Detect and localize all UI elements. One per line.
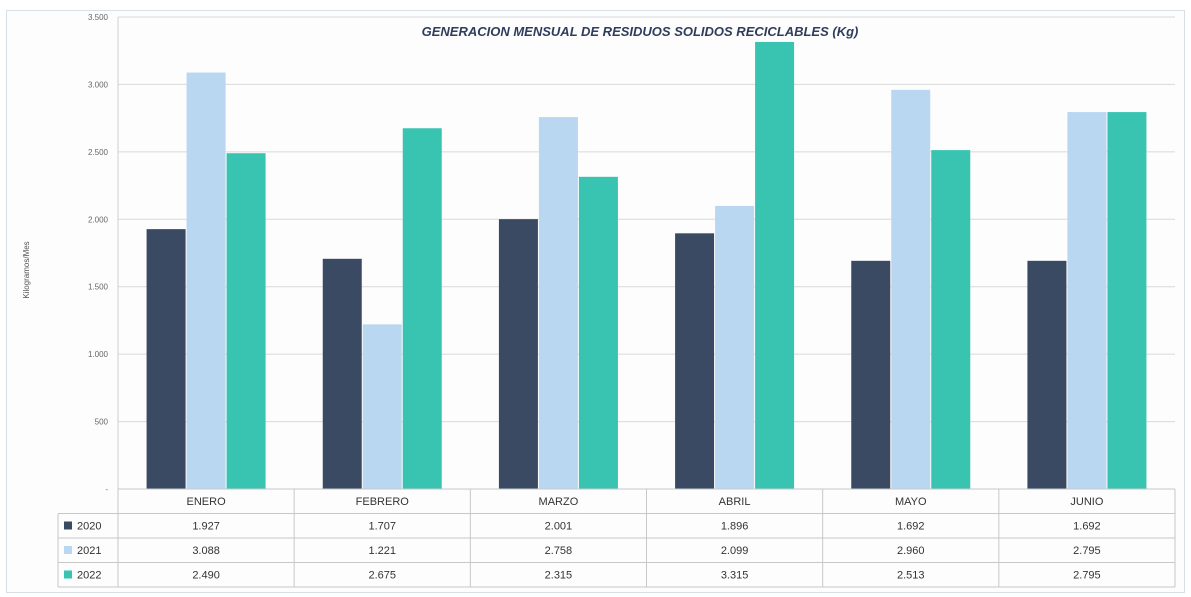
- legend-label: 2021: [77, 545, 101, 557]
- bar-2020-marzo: [498, 219, 538, 489]
- legend-swatch-2021: [64, 546, 72, 554]
- bar-2022-junio: [1107, 112, 1147, 490]
- legend-swatch-2022: [64, 570, 72, 579]
- x-tick-label: FEBRERO: [356, 496, 410, 508]
- y-axis-label: Kilogramos/Mes: [22, 241, 31, 298]
- data-label: 2.675: [368, 570, 396, 582]
- bar-2022-febrero: [402, 128, 442, 489]
- x-tick-label: MAYO: [895, 496, 927, 508]
- data-label: 2.099: [721, 545, 749, 557]
- data-label: 1.692: [1073, 521, 1101, 533]
- bar-2021-junio: [1067, 112, 1107, 490]
- x-tick-label: JUNIO: [1070, 496, 1103, 508]
- y-tick-label: -: [105, 485, 108, 494]
- bar-2020-junio: [1027, 260, 1067, 489]
- bar-2021-abril: [715, 205, 755, 489]
- bar-2022-mayo: [931, 150, 971, 489]
- bar-2020-enero: [146, 229, 186, 489]
- bar-2021-enero: [186, 72, 226, 489]
- bar-2021-febrero: [362, 324, 402, 489]
- bar-2020-abril: [675, 233, 715, 489]
- y-tick-label: 3.500: [88, 13, 109, 22]
- data-table: ENERO FEBRERO MARZO ABRIL MAYO JUNIO 2020 1.927…: [57, 488, 1176, 588]
- bars: [146, 41, 1147, 490]
- y-tick-label: 2.500: [88, 148, 109, 157]
- x-tick-label: ENERO: [187, 496, 227, 508]
- y-axis-ticks: - 500 1.000 1.500 2.000 2.500 3.000 3.500: [88, 13, 109, 494]
- y-tick-label: 1.500: [88, 283, 109, 292]
- data-label: 3.088: [192, 545, 220, 557]
- chart-title: GENERACION MENSUAL DE RESIDUOS SOLIDOS R…: [422, 24, 859, 39]
- data-label: 2.795: [1073, 570, 1101, 582]
- grid-lines: [117, 16, 1175, 490]
- data-label: 1.692: [897, 521, 925, 533]
- data-label: 2.960: [897, 545, 925, 557]
- data-label: 2.315: [545, 570, 573, 582]
- legend-label: 2022: [77, 570, 101, 582]
- data-label: 2.513: [897, 570, 925, 582]
- data-label: 1.221: [368, 545, 396, 557]
- bar-2020-mayo: [851, 260, 891, 489]
- data-label: 1.896: [721, 521, 749, 533]
- x-tick-label: MARZO: [539, 496, 579, 508]
- data-label: 2.758: [545, 545, 573, 557]
- x-tick-label: ABRIL: [719, 496, 751, 508]
- bar-2022-marzo: [578, 176, 618, 489]
- y-tick-label: 3.000: [88, 80, 109, 89]
- data-label: 2.795: [1073, 545, 1101, 557]
- y-tick-label: 500: [95, 418, 109, 427]
- bar-2021-marzo: [538, 117, 578, 490]
- data-label: 2.001: [545, 521, 573, 533]
- data-label: 1.707: [368, 521, 396, 533]
- legend-swatch-2020: [64, 521, 72, 530]
- data-label: 3.315: [721, 570, 749, 582]
- bar-2022-abril: [755, 41, 795, 489]
- y-tick-label: 2.000: [88, 215, 109, 224]
- data-label: 2.490: [192, 570, 220, 582]
- legend-label: 2020: [77, 521, 101, 533]
- data-label: 1.927: [192, 521, 220, 533]
- bar-2022-enero: [226, 153, 266, 489]
- y-tick-label: 1.000: [88, 350, 109, 359]
- bar-2021-mayo: [891, 89, 931, 489]
- bar-2020-febrero: [322, 258, 362, 489]
